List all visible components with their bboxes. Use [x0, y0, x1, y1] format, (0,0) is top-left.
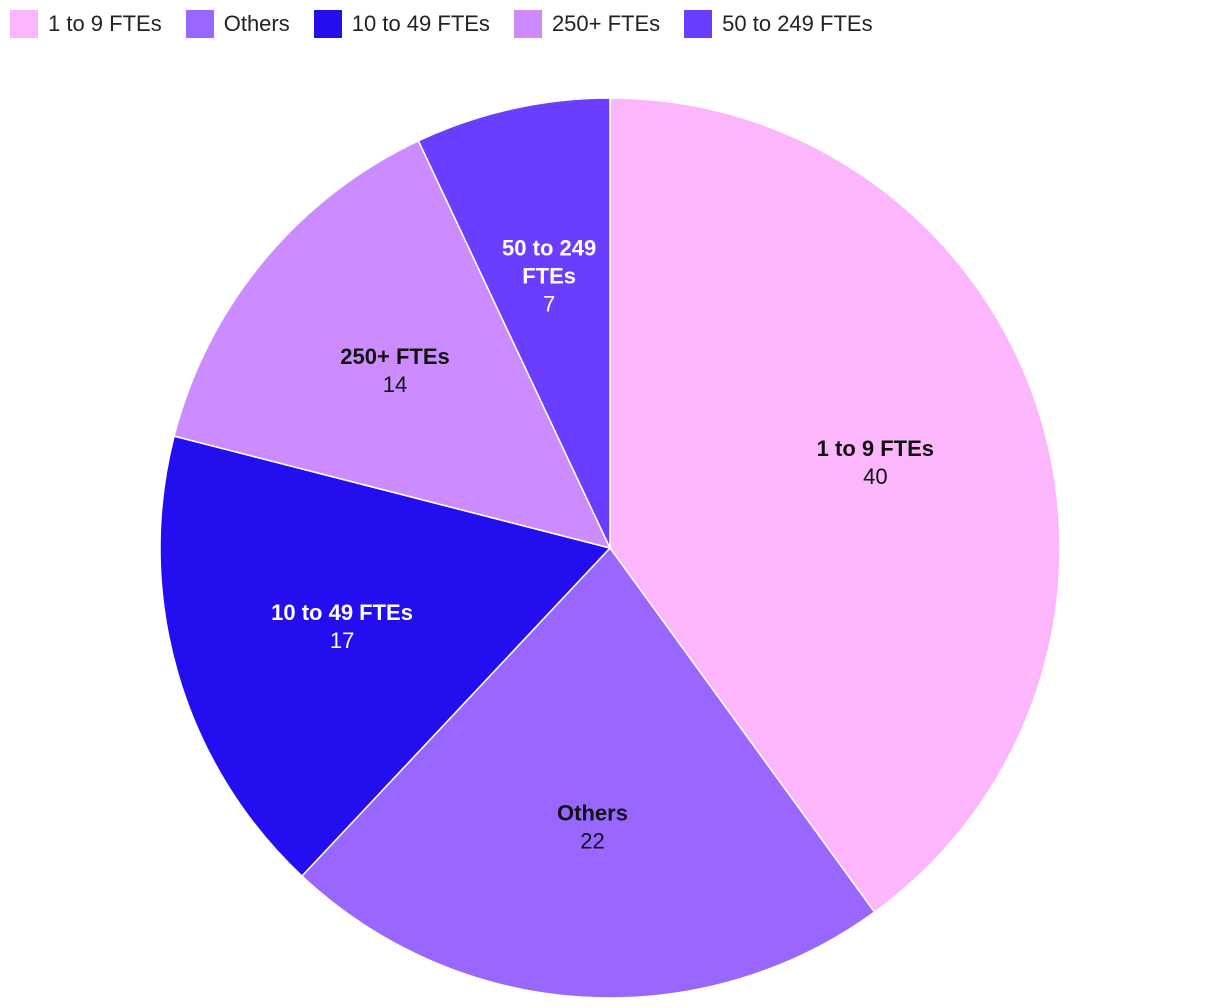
legend-swatch — [684, 10, 713, 38]
slice-name-label: 50 to 249 — [502, 236, 596, 261]
slice-label-others: Others 22 — [557, 800, 628, 853]
slice-value-label: 7 — [543, 292, 555, 317]
legend-label: 10 to 49 FTEs — [351, 11, 490, 36]
legend-label: 50 to 249 FTEs — [722, 11, 873, 36]
legend-label: 250+ FTEs — [551, 11, 661, 36]
legend-item-50-to-249-ftes[interactable]: 50 to 249 FTEs — [684, 10, 873, 38]
pie-slice-others[interactable] — [300, 546, 876, 999]
legend-item-250-plus-ftes[interactable]: 250+ FTEs — [513, 10, 661, 38]
slice-name-label: 1 to 9 FTEs — [817, 436, 934, 461]
slice-label-1-to-9-ftes: 1 to 9 FTEs 40 — [817, 436, 934, 489]
slice-value-label: 14 — [383, 372, 407, 397]
slice-name-label: FTEs — [522, 264, 576, 289]
legend-swatch — [10, 10, 38, 38]
slice-label-10-to-49-ftes: 10 to 49 FTEs 17 — [271, 600, 413, 653]
pie-slice-1-to-9-ftes[interactable] — [609, 97, 1061, 914]
legend-swatch — [313, 10, 342, 38]
slice-value-label: 22 — [580, 828, 604, 853]
legend-item-1-to-9-ftes[interactable]: 1 to 9 FTEs — [10, 10, 162, 38]
pie-slice-250-plus-ftes[interactable] — [173, 139, 612, 550]
slice-value-label: 40 — [863, 464, 887, 489]
slice-label-250-plus-ftes: 250+ FTEs 14 — [340, 344, 449, 397]
chart-legend: 1 to 9 FTEs Others 10 to 49 FTEs 250+ FT… — [10, 10, 897, 38]
legend-item-10-to-49-ftes[interactable]: 10 to 49 FTEs — [313, 10, 490, 38]
pie-slice-10-to-49-ftes[interactable] — [159, 435, 612, 878]
legend-swatch — [185, 10, 214, 38]
slice-name-label: Others — [557, 800, 628, 825]
legend-item-others[interactable]: Others — [185, 10, 290, 38]
slice-label-50-to-249-ftes: 50 to 249 FTEs 7 — [502, 236, 596, 317]
legend-swatch — [513, 10, 542, 38]
pie-slice-50-to-249-ftes[interactable] — [417, 97, 611, 549]
slice-name-label: 250+ FTEs — [340, 344, 449, 369]
slice-labels: 1 to 9 FTEs 40 Others 22 10 to 49 FTEs 17 250+… — [271, 236, 934, 854]
legend-label: 1 to 9 FTEs — [48, 11, 162, 36]
slice-value-label: 17 — [330, 628, 354, 653]
legend-label: Others — [223, 11, 290, 36]
slice-name-label: 10 to 49 FTEs — [271, 600, 413, 625]
